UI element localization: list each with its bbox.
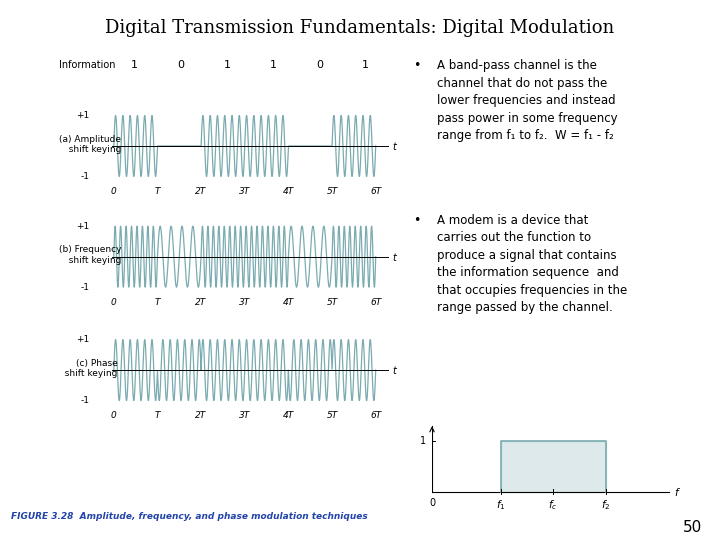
Text: A modem is a device that
carries out the function to
produce a signal that conta: A modem is a device that carries out the… [437,214,627,314]
Text: 0: 0 [111,187,117,196]
Text: 0: 0 [429,498,435,508]
Text: T: T [155,187,160,196]
Text: 1: 1 [420,436,426,446]
Text: $f$: $f$ [674,486,681,498]
Text: (c) Phase
  shift keying: (c) Phase shift keying [59,359,117,378]
Text: T: T [155,411,160,420]
Text: 5T: 5T [326,187,338,196]
Text: 2T: 2T [195,298,207,307]
Text: 6T: 6T [370,187,382,196]
Text: +1: +1 [76,222,89,231]
Text: 4T: 4T [283,298,294,307]
Text: A band-pass channel is the
channel that do not pass the
lower frequencies and in: A band-pass channel is the channel that … [437,59,618,143]
Text: 1: 1 [131,60,138,70]
Text: (b) Frequency
  shift keying: (b) Frequency shift keying [59,246,122,265]
Text: 0: 0 [111,298,117,307]
Text: -1: -1 [81,282,89,292]
Text: $f_c$: $f_c$ [549,498,558,512]
Text: +1: +1 [76,335,89,344]
Text: T: T [155,298,160,307]
Text: $t$: $t$ [392,364,398,376]
Text: -1: -1 [81,172,89,181]
Text: $t$: $t$ [392,251,398,262]
Text: 50: 50 [683,519,702,535]
Text: (a) Amplitude
  shift keying: (a) Amplitude shift keying [59,135,121,154]
Text: 0: 0 [111,411,117,420]
Text: 2T: 2T [195,187,207,196]
Text: 3T: 3T [239,411,251,420]
Text: Information: Information [59,60,115,70]
Text: Digital Transmission Fundamentals: Digital Modulation: Digital Transmission Fundamentals: Digit… [105,19,615,37]
Text: 1: 1 [224,60,230,70]
Text: •: • [413,59,420,72]
Text: $f_1$: $f_1$ [496,498,505,512]
Text: 4T: 4T [283,187,294,196]
Text: 6T: 6T [370,411,382,420]
Text: 2T: 2T [195,411,207,420]
Text: 3T: 3T [239,298,251,307]
Text: 0: 0 [177,60,184,70]
Text: FIGURE 3.28  Amplitude, frequency, and phase modulation techniques: FIGURE 3.28 Amplitude, frequency, and ph… [11,512,367,521]
Text: 5T: 5T [326,298,338,307]
Text: +1: +1 [76,111,89,120]
Text: -1: -1 [81,396,89,405]
Text: $f_2$: $f_2$ [601,498,611,512]
Text: $t$: $t$ [392,140,398,152]
Text: 0: 0 [316,60,323,70]
Text: 5T: 5T [326,411,338,420]
Text: •: • [413,214,420,227]
Text: 3T: 3T [239,187,251,196]
Text: 6T: 6T [370,298,382,307]
Text: 1: 1 [362,60,369,70]
Text: 4T: 4T [283,411,294,420]
Text: 1: 1 [270,60,276,70]
